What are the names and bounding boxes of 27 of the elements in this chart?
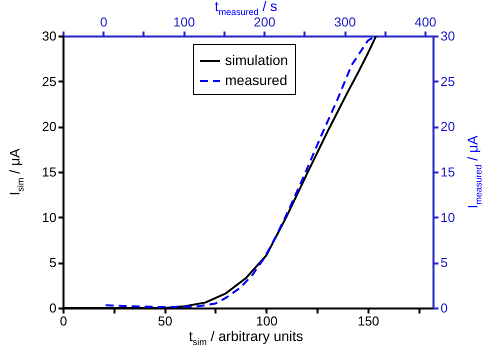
legend-label: simulation bbox=[225, 52, 288, 68]
x2-tick-label: 300 bbox=[334, 14, 356, 30]
x-tick-label: 150 bbox=[358, 314, 380, 328]
y-tick-label: 5 bbox=[49, 255, 56, 270]
x-axis-title: t$_{sim}$ / arbitrary units bbox=[188, 328, 304, 347]
y-tick-label: 10 bbox=[42, 210, 56, 225]
y2-tick-label: 20 bbox=[440, 119, 455, 134]
y-tick-label: 20 bbox=[42, 119, 56, 134]
y2-tick-label: 25 bbox=[440, 74, 455, 89]
y-tick-label: 30 bbox=[42, 28, 56, 44]
x2-axis-title: t$_{measured}$ / s bbox=[214, 0, 278, 17]
x2-tick-label: 0 bbox=[100, 14, 108, 30]
y2-tick-label: 5 bbox=[440, 255, 448, 270]
x-tick-label: 0 bbox=[60, 314, 68, 328]
y2-tick-label: 10 bbox=[440, 210, 455, 225]
x-tick-label: 50 bbox=[158, 314, 172, 328]
y2-tick-label: 15 bbox=[440, 164, 455, 180]
legend-label: measured bbox=[225, 72, 288, 88]
x-tick-label: 100 bbox=[256, 314, 278, 328]
x2-tick-label: 400 bbox=[414, 14, 436, 30]
y2-tick-label: 30 bbox=[440, 28, 455, 44]
x2-tick-label: 200 bbox=[254, 14, 276, 30]
y2-tick-label: 0 bbox=[440, 300, 448, 316]
y-tick-label: 15 bbox=[42, 164, 56, 180]
x2-tick-label: 100 bbox=[173, 14, 196, 30]
y-tick-label: 25 bbox=[42, 74, 56, 89]
y-tick-label: 0 bbox=[49, 300, 56, 316]
